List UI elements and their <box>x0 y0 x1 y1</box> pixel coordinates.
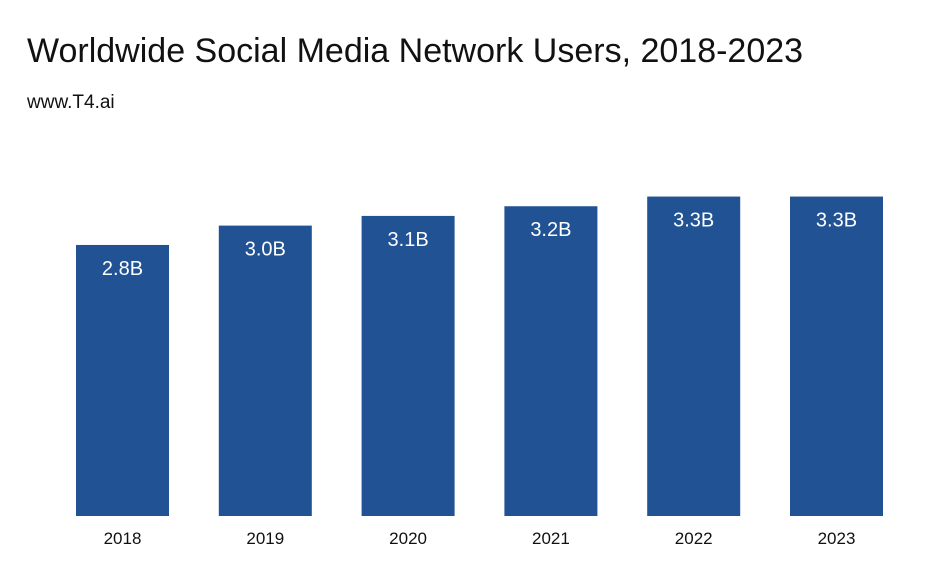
bar-2022 <box>647 196 741 516</box>
x-tick-label-2019: 2019 <box>246 529 284 548</box>
bar-2018 <box>76 244 169 516</box>
x-tick-label-2023: 2023 <box>818 529 856 548</box>
x-tick-label-2022: 2022 <box>675 529 713 548</box>
x-tick-label-2020: 2020 <box>389 529 427 548</box>
data-label-2021: 3.2B <box>530 219 571 241</box>
data-label-2018: 2.8B <box>102 258 143 280</box>
bar-2021 <box>504 206 598 517</box>
data-label-2022: 3.3B <box>673 210 714 232</box>
chart-title: Worldwide Social Media Network Users, 20… <box>27 32 804 70</box>
data-label-2019: 3.0B <box>245 239 286 261</box>
x-tick-label-2021: 2021 <box>532 529 570 548</box>
data-label-2020: 3.1B <box>388 229 429 251</box>
chart-subtitle: www.T4.ai <box>27 92 115 113</box>
bar-2020 <box>361 215 455 517</box>
bar-2023 <box>790 196 883 516</box>
data-label-2023: 3.3B <box>816 210 857 232</box>
x-tick-label-2018: 2018 <box>104 529 142 548</box>
bar-2019 <box>218 225 312 516</box>
